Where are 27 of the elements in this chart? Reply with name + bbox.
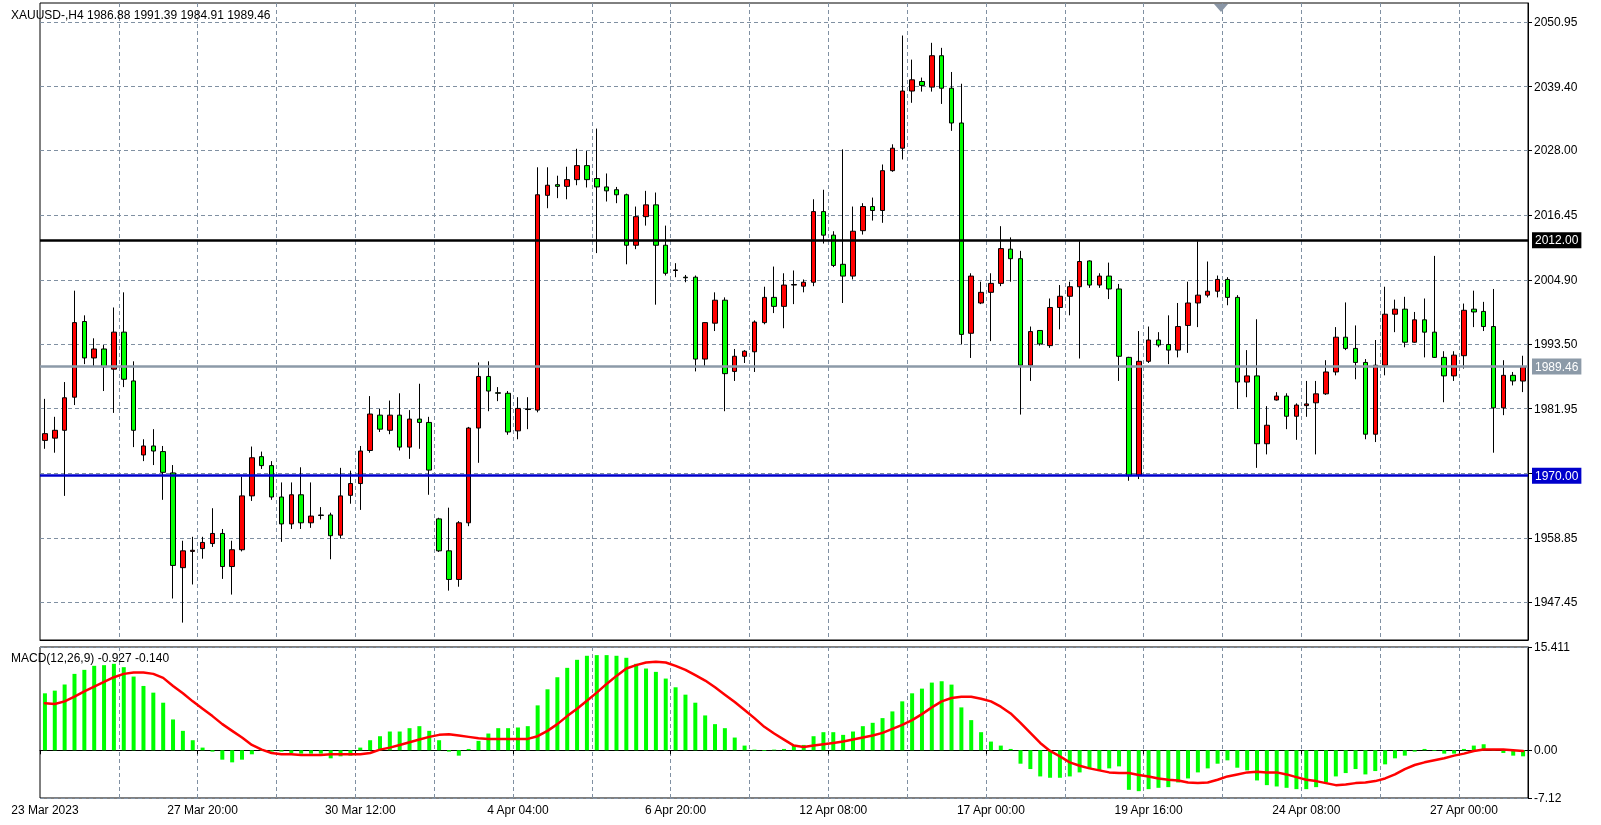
y-tick-label: 2004.90 bbox=[1534, 273, 1578, 288]
y-tick-label: 1958.85 bbox=[1534, 531, 1578, 546]
y-tick-label: 2050.95 bbox=[1534, 14, 1578, 29]
x-tick-label: 24 Apr 08:00 bbox=[1272, 803, 1341, 817]
x-tick-label: 27 Mar 20:00 bbox=[167, 803, 239, 817]
x-tick-label: 6 Apr 20:00 bbox=[644, 803, 707, 817]
y-tick-label: 2039.40 bbox=[1534, 79, 1578, 94]
ref-line-label: 2012.00 bbox=[1535, 233, 1579, 248]
y-tick-label: -7.12 bbox=[1534, 791, 1562, 805]
x-tick-label: 27 Apr 00:00 bbox=[1429, 803, 1499, 817]
x-tick-label: 4 Apr 04:00 bbox=[487, 803, 549, 817]
ref-line-label: 1989.46 bbox=[1535, 359, 1579, 374]
y-tick-label: 2028.00 bbox=[1534, 143, 1578, 158]
y-tick-label: 2016.45 bbox=[1534, 208, 1578, 223]
y-tick-label: 1981.95 bbox=[1534, 401, 1578, 416]
y-tick-label: 1947.45 bbox=[1534, 595, 1578, 610]
x-tick-label: 23 Mar 2023 bbox=[11, 803, 79, 817]
chart-title: MACD(12,26,9) -0.927 -0.140 bbox=[11, 651, 170, 665]
x-tick-label: 30 Mar 12:00 bbox=[324, 803, 396, 817]
x-tick-label: 17 Apr 00:00 bbox=[956, 803, 1026, 817]
y-tick-label: 15.411 bbox=[1534, 640, 1571, 654]
ref-line-label: 1970.00 bbox=[1535, 468, 1579, 483]
y-tick-label: 0.00 bbox=[1534, 743, 1558, 758]
y-tick-label: 1993.50 bbox=[1534, 336, 1578, 351]
x-tick-label: 19 Apr 16:00 bbox=[1114, 803, 1183, 817]
x-tick-label: 12 Apr 08:00 bbox=[799, 803, 868, 817]
chart-title: XAUUSD-,H4 1986.88 1991.39 1984.91 1989.46 bbox=[11, 8, 271, 22]
